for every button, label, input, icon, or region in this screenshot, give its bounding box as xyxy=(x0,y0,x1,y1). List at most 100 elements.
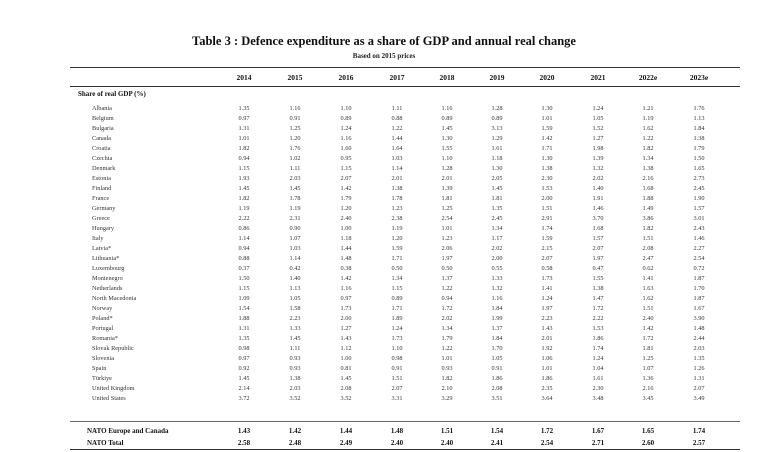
top-rule xyxy=(70,67,740,68)
table-cell: 3.49 xyxy=(693,395,705,402)
country-name: Portugal xyxy=(92,325,114,332)
table-cell: 1.53 xyxy=(592,325,604,332)
table-cell: 3.48 xyxy=(592,395,604,402)
country-name: Germany xyxy=(92,205,116,212)
table-cell: 2.00 xyxy=(541,195,553,202)
total-cell: 1.74 xyxy=(692,427,706,435)
table-cell: 1.13 xyxy=(289,285,301,292)
table-cell: 0.86 xyxy=(238,225,250,232)
table-cell: 1.84 xyxy=(693,125,705,132)
table-cell: 2.31 xyxy=(289,215,301,222)
table-cell: 1.46 xyxy=(693,235,705,242)
table-cell: 0.91 xyxy=(289,115,301,122)
table-cell: 2.38 xyxy=(391,215,403,222)
table-cell: 2.47 xyxy=(642,255,654,262)
total-cell: 1.51 xyxy=(440,427,454,435)
total-cell: 2.40 xyxy=(440,439,454,447)
table-cell: 1.78 xyxy=(391,195,403,202)
table-cell: 1.71 xyxy=(391,255,403,262)
country-name: Latvia* xyxy=(92,245,112,252)
table-row: Netherlands 1.15 1.13 1.16 1.15 1.22 1.32 1.41 1… xyxy=(0,284,768,294)
table-cell: 2.73 xyxy=(693,175,705,182)
table-cell: 1.19 xyxy=(642,115,654,122)
table-cell: 1.97 xyxy=(441,255,453,262)
table-cell: 2.23 xyxy=(541,315,553,322)
table-cell: 1.98 xyxy=(592,145,604,152)
table-cell: 1.31 xyxy=(238,325,250,332)
table-cell: 1.13 xyxy=(693,115,705,122)
table-cell: 1.90 xyxy=(693,195,705,202)
table-cell: 1.16 xyxy=(289,105,301,112)
table-cell: 1.18 xyxy=(491,155,503,162)
table-cell: 1.63 xyxy=(642,285,654,292)
table-cell: 1.29 xyxy=(491,135,503,142)
table-cell: 2.08 xyxy=(491,385,503,392)
table-cell: 3.86 xyxy=(642,215,654,222)
table-cell: 0.95 xyxy=(340,155,352,162)
total-cell: 1.42 xyxy=(288,427,302,435)
table-cell: 0.94 xyxy=(238,155,250,162)
table-cell: 2.03 xyxy=(289,385,301,392)
table-cell: 1.89 xyxy=(391,315,403,322)
table-cell: 1.14 xyxy=(289,255,301,262)
table-cell: 1.19 xyxy=(289,205,301,212)
country-name: United Kingdom xyxy=(92,385,135,392)
table-row: Hungary 0.86 0.90 1.00 1.19 1.01 1.34 1.74 1.68 1… xyxy=(0,224,768,234)
table-cell: 1.97 xyxy=(592,255,604,262)
table-row: Bulgaria 1.31 1.25 1.24 1.22 1.45 3.13 1.59 1.52… xyxy=(0,124,768,134)
country-name: Czechia xyxy=(92,155,113,162)
table-cell: 1.76 xyxy=(693,105,705,112)
table-cell: 1.50 xyxy=(693,155,705,162)
table-row: Latvia* 0.94 1.03 1.44 1.59 2.06 2.02 2.15 2.07 2… xyxy=(0,244,768,254)
total-row: NATO Total 2.58 2.48 2.49 2.40 2.40 2.41 2.54 2.… xyxy=(0,437,768,449)
table-cell: 1.01 xyxy=(541,365,553,372)
table-cell: 1.64 xyxy=(391,145,403,152)
table-cell: 2.08 xyxy=(340,385,352,392)
table-cell: 1.40 xyxy=(289,275,301,282)
table-cell: 0.89 xyxy=(441,115,453,122)
table-cell: 1.45 xyxy=(238,185,250,192)
table-cell: 1.78 xyxy=(289,195,301,202)
country-name: Bulgaria xyxy=(92,125,114,132)
table-row: Romania* 1.35 1.45 1.43 1.73 1.79 1.84 2.01 1.86… xyxy=(0,334,768,344)
table-cell: 3.70 xyxy=(592,215,604,222)
table-cell: 1.41 xyxy=(541,285,553,292)
table-row: Czechia 0.94 1.02 0.95 1.03 1.10 1.18 1.30 1.39 1… xyxy=(0,154,768,164)
table-cell: 0.38 xyxy=(340,265,352,272)
table-subtitle: Based on 2015 prices xyxy=(352,52,416,60)
table-cell: 1.11 xyxy=(289,345,301,352)
country-name: Norway xyxy=(92,305,113,312)
table-cell: 3.52 xyxy=(289,395,301,402)
table-cell: 1.39 xyxy=(441,185,453,192)
country-name: Canada xyxy=(92,135,111,142)
table-row: Italy 1.14 1.07 1.18 1.20 1.23 1.17 1.59 1.57 1.5… xyxy=(0,234,768,244)
table-cell: 1.70 xyxy=(491,345,503,352)
table-cell: 2.15 xyxy=(541,245,553,252)
table-cell: 1.41 xyxy=(642,275,654,282)
table-cell: 2.40 xyxy=(642,315,654,322)
table-cell: 0.88 xyxy=(238,255,250,262)
table-cell: 3.64 xyxy=(541,395,553,402)
table-cell: 1.34 xyxy=(491,225,503,232)
table-row: Slovenia 0.97 0.93 1.00 0.98 1.01 1.05 1.06 1.24… xyxy=(0,354,768,364)
table-cell: 3.45 xyxy=(642,395,654,402)
country-name: Finland xyxy=(92,185,112,192)
table-cell: 1.10 xyxy=(441,155,453,162)
table-cell: 2.16 xyxy=(642,385,654,392)
country-name: Denmark xyxy=(92,165,116,172)
table-cell: 2.01 xyxy=(541,335,553,342)
table-cell: 1.44 xyxy=(340,245,352,252)
table-row: Luxembourg 0.37 0.42 0.38 0.50 0.50 0.55 0.58 0.… xyxy=(0,264,768,274)
table-cell: 1.70 xyxy=(693,285,705,292)
table-cell: 1.42 xyxy=(642,325,654,332)
table-row: France 1.82 1.78 1.79 1.78 1.81 1.81 2.00 1.91 1.… xyxy=(0,194,768,204)
table-cell: 2.43 xyxy=(693,225,705,232)
table-cell: 3.13 xyxy=(491,125,503,132)
table-cell: 1.38 xyxy=(289,375,301,382)
total-cell: 2.71 xyxy=(591,439,605,447)
total-row: NATO Europe and Canada 1.43 1.42 1.44 1.48 1.… xyxy=(0,425,768,437)
country-name: Albania xyxy=(92,105,112,112)
table-cell: 1.35 xyxy=(238,105,250,112)
table-cell: 1.18 xyxy=(340,235,352,242)
table-cell: 1.73 xyxy=(391,335,403,342)
